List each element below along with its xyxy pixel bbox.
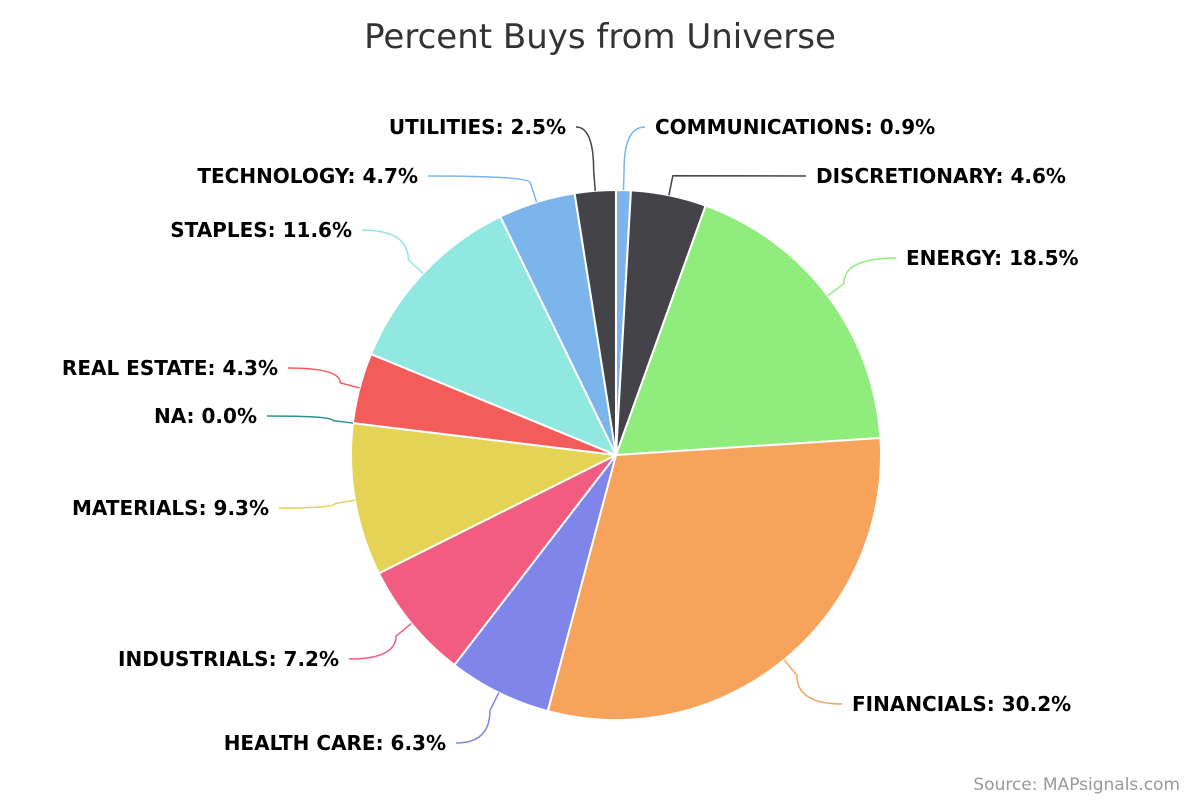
slice-label-discretionary: DISCRETIONARY: 4.6%: [816, 164, 1066, 188]
pie-slice-industrials[interactable]: [377, 454, 617, 667]
slice-label-materials: MATERIALS: 9.3%: [72, 496, 269, 520]
slice-labels: COMMUNICATIONS: 0.9% DISCRETIONARY: 4.6% E…: [62, 115, 1079, 755]
chart-title: Percent Buys from Universe: [364, 17, 836, 57]
connector-utilities: [575, 126, 596, 191]
connector-industrials: [348, 622, 412, 660]
slice-label-health-care: HEALTH CARE: 6.3%: [224, 731, 446, 755]
connector-communications: [622, 126, 646, 191]
connector-staples: [361, 229, 424, 274]
slice-label-financials: FINANCIALS: 30.2%: [852, 692, 1071, 716]
slice-label-communications: COMMUNICATIONS: 0.9%: [655, 115, 935, 139]
connector-energy: [827, 257, 897, 297]
connector-discretionary: [668, 174, 807, 196]
connector-health-care: [455, 692, 500, 744]
slice-label-na: NA: 0.0%: [154, 404, 257, 428]
pie-slice-staples[interactable]: [369, 215, 617, 456]
connector-technology: [427, 175, 538, 203]
slice-label-staples: STAPLES: 11.6%: [170, 218, 352, 242]
chart-credit: Source: MAPsignals.com: [973, 775, 1180, 795]
connector-materials: [278, 499, 355, 509]
slice-label-technology: TECHNOLOGY: 4.7%: [197, 164, 418, 188]
slice-label-real-estate: REAL ESTATE: 4.3%: [62, 356, 278, 380]
slice-label-energy: ENERGY: 18.5%: [906, 246, 1079, 270]
connector-financials: [783, 659, 843, 705]
connector-na: [266, 415, 354, 424]
label-connectors: [266, 126, 897, 744]
pie-slice-energy[interactable]: [615, 204, 882, 456]
connector-real-estate: [287, 367, 360, 389]
slice-label-utilities: UTILITIES: 2.5%: [389, 115, 566, 139]
pie-slices: [350, 189, 882, 721]
slice-label-industrials: INDUSTRIALS: 7.2%: [118, 647, 339, 671]
